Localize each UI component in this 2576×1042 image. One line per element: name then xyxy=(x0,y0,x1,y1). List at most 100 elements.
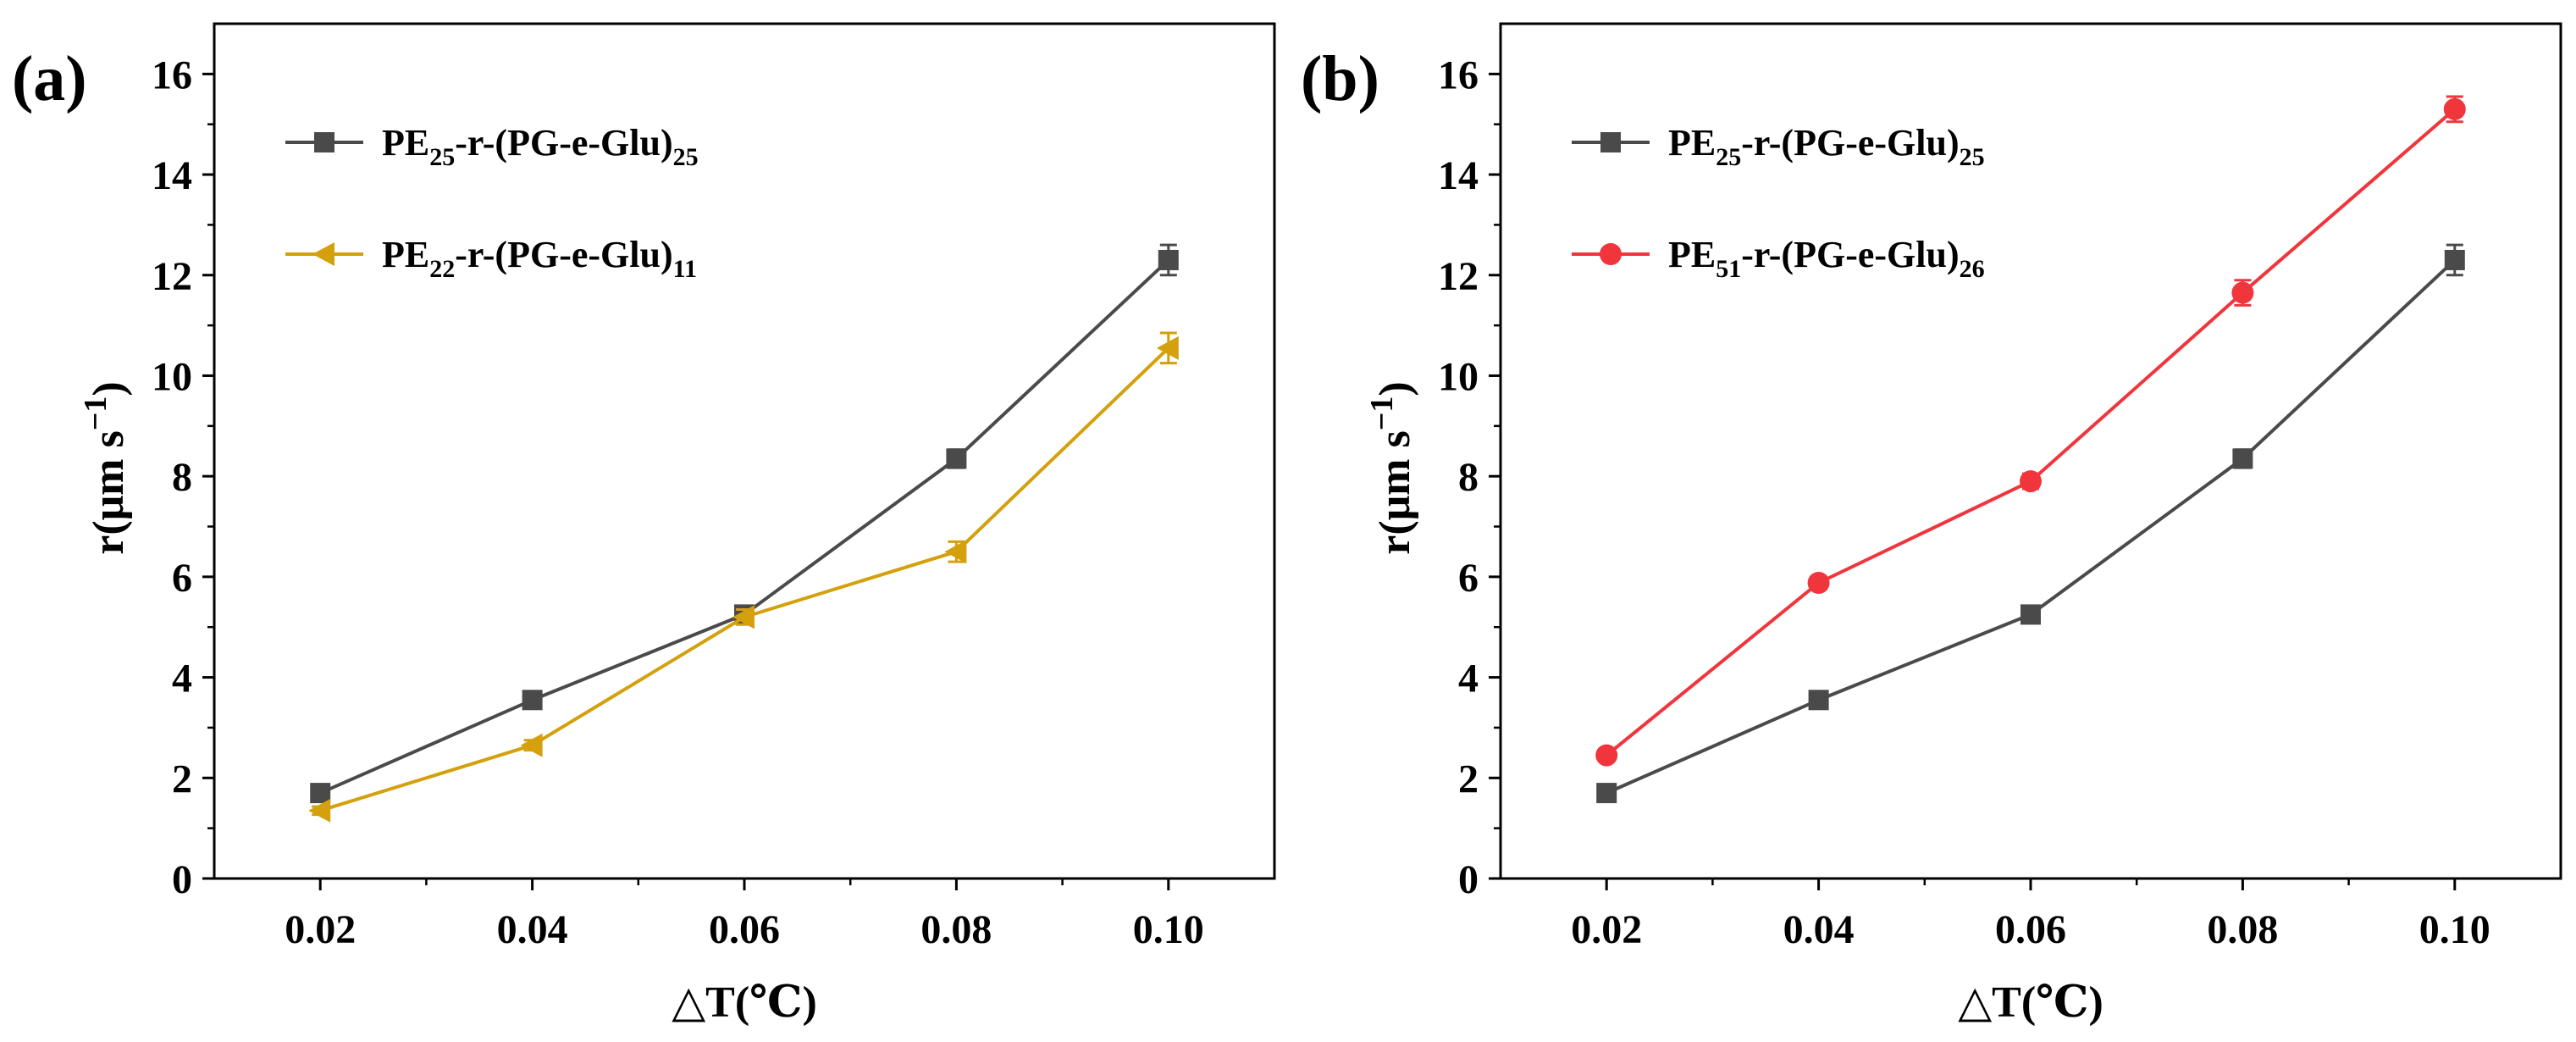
x-tick-label: 0.06 xyxy=(1995,907,2066,952)
data-point xyxy=(1158,249,1179,270)
legend-label: PE25-r-(PG-e-Glu)25 xyxy=(382,122,699,171)
legend-entry-1: PE25-r-(PG-e-Glu)25 xyxy=(285,122,699,171)
data-point xyxy=(1595,744,1618,767)
y-tick-label: 8 xyxy=(172,455,192,500)
y-axis-title-group: r(μm s−1) xyxy=(1364,381,1419,554)
y-tick-label: 2 xyxy=(1458,757,1479,801)
panel-label: (a) xyxy=(12,43,87,114)
y-axis-title: r(μm s−1) xyxy=(78,381,133,554)
data-point xyxy=(944,540,967,564)
data-point xyxy=(522,690,543,711)
legend-label-part: 25 xyxy=(1716,143,1741,171)
data-point xyxy=(2232,448,2253,469)
plot-frame xyxy=(213,22,1276,880)
legend-label-part: 26 xyxy=(1960,255,1985,283)
y-tick-label: 0 xyxy=(172,857,192,902)
x-tick-label: 0.02 xyxy=(285,907,356,952)
y-tick-label: 4 xyxy=(1458,657,1479,701)
series-1 xyxy=(310,243,1179,804)
panel-label: (b) xyxy=(1301,43,1379,114)
data-point xyxy=(1596,783,1617,804)
legend-label-part: -r-(PG-e-Glu) xyxy=(455,122,672,164)
legend-marker xyxy=(314,132,334,152)
series-line xyxy=(319,346,1170,812)
legend-marker xyxy=(312,242,334,266)
data-point xyxy=(2444,249,2465,270)
legend-label: PE25-r-(PG-e-Glu)25 xyxy=(1668,122,1985,171)
y-tick-label: 4 xyxy=(172,657,192,701)
y-tick-label: 14 xyxy=(1438,153,1479,198)
data-point xyxy=(1807,572,1830,595)
legend-label-part: 25 xyxy=(673,143,699,171)
data-point xyxy=(520,733,543,757)
y-tick-label: 10 xyxy=(1438,354,1479,399)
legend-label-part: -r-(PG-e-Glu) xyxy=(1741,122,1959,164)
legend-label-part: PE xyxy=(382,122,429,164)
plot-frame xyxy=(1499,22,2562,880)
y-tick-label: 2 xyxy=(172,757,192,801)
y-axis-title-close: ) xyxy=(85,381,133,396)
legend-marker xyxy=(1600,243,1622,265)
legend-label-part: 22 xyxy=(429,255,455,283)
legend-entry-2: PE22-r-(PG-e-Glu)11 xyxy=(285,234,697,283)
series-2 xyxy=(1595,95,2466,767)
y-tick-label: 8 xyxy=(1458,455,1479,500)
data-point xyxy=(2443,97,2466,120)
series-line xyxy=(1606,258,2457,795)
legend-label-part: PE xyxy=(1668,122,1716,164)
series-2 xyxy=(308,331,1179,823)
x-tick-label: 0.04 xyxy=(497,907,568,952)
x-tick-label: 0.10 xyxy=(1133,907,1204,952)
data-point xyxy=(732,605,755,629)
legend-entry-2: PE51-r-(PG-e-Glu)26 xyxy=(1572,234,1985,283)
y-tick-label: 12 xyxy=(152,254,192,299)
legend-label-part: PE xyxy=(1668,234,1716,275)
y-tick-label: 10 xyxy=(152,354,192,399)
x-axis-title: △T(℃) xyxy=(672,978,817,1027)
chart-panel-a: 0 2 4 6 8 10 12 14 16 0.02 0.04 0.06 0.08 0.10 △T(℃) r(… xyxy=(12,22,1276,1027)
legend-label-part: PE xyxy=(382,234,429,275)
y-axis-title-group: r(μm s−1) xyxy=(78,381,133,554)
data-point xyxy=(1808,690,1829,711)
x-tick-label: 0.04 xyxy=(1783,907,1855,952)
x-tick-label: 0.10 xyxy=(2419,907,2490,952)
y-axis-title-superscript: −1 xyxy=(78,396,113,431)
series-line xyxy=(1605,108,2457,757)
legend-marker xyxy=(1600,132,1621,152)
y-tick-label: 6 xyxy=(172,556,192,601)
x-tick-label: 0.02 xyxy=(1571,907,1642,952)
chart-panel-b: 0 2 4 6 8 10 12 14 16 0.02 0.04 0.06 0.08 0.10 △T(℃) r(… xyxy=(1301,22,2562,1027)
data-point xyxy=(2231,281,2254,304)
series-line xyxy=(319,258,1170,795)
y-axis-title-superscript: −1 xyxy=(1364,396,1400,431)
data-point xyxy=(1156,335,1179,360)
y-tick-label: 16 xyxy=(1438,53,1479,97)
legend-label-part: 25 xyxy=(429,143,455,171)
x-tick-label: 0.06 xyxy=(709,907,780,952)
data-point xyxy=(308,798,331,823)
legend-label-part: -r-(PG-e-Glu) xyxy=(1741,234,1959,275)
legend-label-part: -r-(PG-e-Glu) xyxy=(455,234,672,275)
legend-label: PE51-r-(PG-e-Glu)26 xyxy=(1668,234,1985,283)
data-point xyxy=(310,783,331,804)
data-point xyxy=(946,448,967,469)
series-1 xyxy=(1596,243,2465,804)
legend-label-part: 51 xyxy=(1716,255,1741,283)
y-tick-label: 6 xyxy=(1458,556,1479,601)
x-axis-title: △T(℃) xyxy=(1958,978,2103,1027)
y-axis-title-close: ) xyxy=(1371,381,1419,396)
legend-label-part: 25 xyxy=(1960,143,1985,171)
y-tick-label: 14 xyxy=(152,153,192,198)
y-tick-label: 16 xyxy=(152,53,192,97)
legend-label: PE22-r-(PG-e-Glu)11 xyxy=(382,234,697,283)
data-point xyxy=(2020,604,2041,625)
legend-label-part: 11 xyxy=(673,255,697,283)
y-tick-label: 12 xyxy=(1438,254,1479,299)
data-point xyxy=(2020,470,2042,493)
legend-entry-1: PE25-r-(PG-e-Glu)25 xyxy=(1572,122,1985,171)
x-tick-label: 0.08 xyxy=(2207,907,2278,952)
y-tick-label: 0 xyxy=(1458,857,1479,902)
x-tick-label: 0.08 xyxy=(920,907,992,952)
y-axis-title: r(μm s−1) xyxy=(1364,381,1419,554)
